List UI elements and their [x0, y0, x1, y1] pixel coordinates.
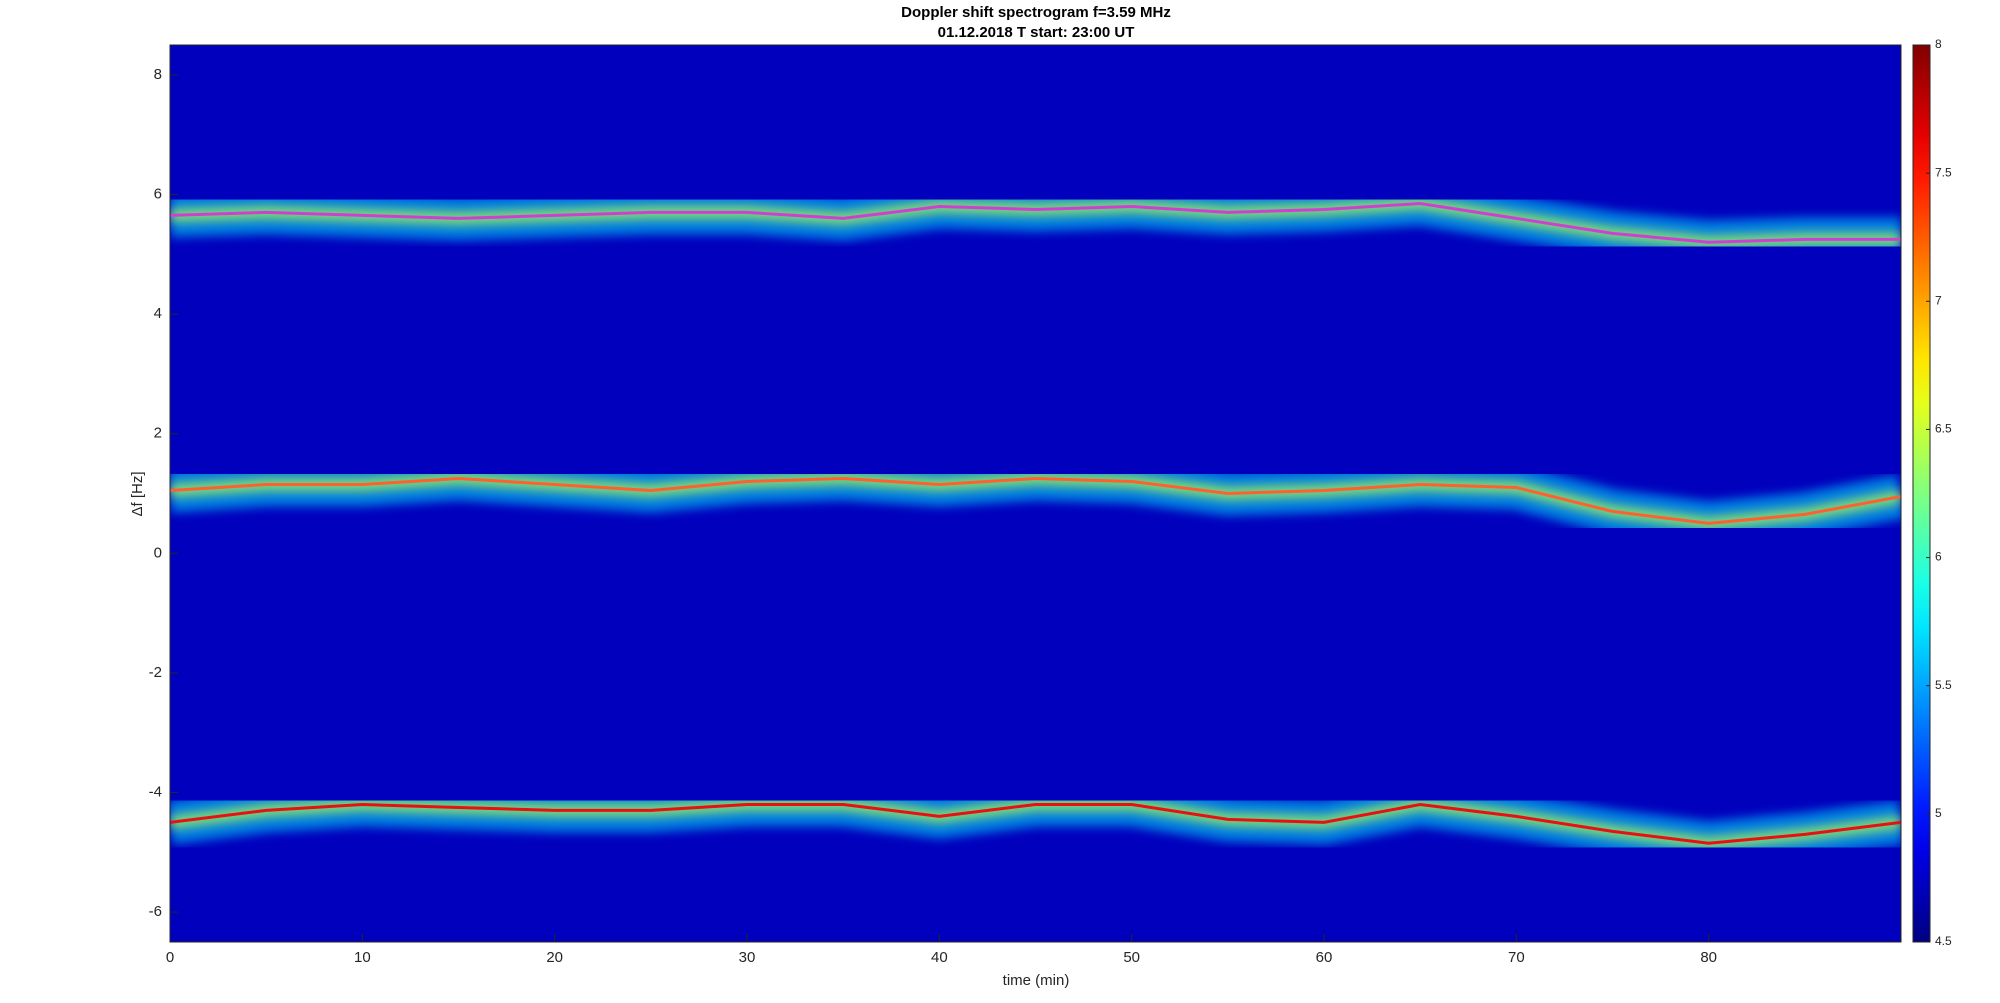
colorbar-tick-label: 7.5: [1935, 165, 1952, 179]
y-tick-label: 8: [154, 66, 162, 83]
trace-line: [170, 201, 1901, 244]
colorbar-tick-label: 7: [1935, 293, 1942, 307]
chart-subtitle: 01.12.2018 T start: 23:00 UT: [938, 24, 1135, 41]
y-tick-label: 0: [154, 544, 162, 561]
y-tick-label: -2: [149, 664, 162, 681]
y-tick-label: 2: [154, 425, 162, 442]
colorbar: [1912, 44, 1931, 943]
y-tick-label: 4: [154, 305, 162, 322]
colorbar-tick-label: 5: [1935, 806, 1942, 820]
x-tick-label: 50: [1123, 949, 1140, 966]
traces: [170, 181, 1901, 866]
trace-line: [170, 802, 1901, 845]
x-tick-label: 0: [166, 949, 174, 966]
y-axis-label: Δf [Hz]: [129, 471, 146, 516]
colorbar-tick-label: 8: [1935, 37, 1942, 51]
x-tick-label: 70: [1508, 949, 1525, 966]
x-tick-label: 80: [1700, 949, 1717, 966]
x-tick-label: 60: [1316, 949, 1333, 966]
colorbar-tick-label: 5.5: [1935, 678, 1952, 692]
plot-frame: [169, 44, 1902, 943]
colorbar-tick-label: 4.5: [1935, 934, 1952, 948]
trace-line: [170, 476, 1901, 525]
y-tick-label: -4: [149, 783, 162, 800]
chart-title: Doppler shift spectrogram f=3.59 MHz: [901, 4, 1171, 21]
colorbar-tick-label: 6: [1935, 550, 1942, 564]
x-tick-label: 40: [931, 949, 948, 966]
x-tick-label: 30: [739, 949, 756, 966]
x-tick-label: 10: [354, 949, 371, 966]
x-tick-label: 20: [546, 949, 563, 966]
colorbar-tick-label: 6.5: [1935, 422, 1952, 436]
x-axis-label: time (min): [1003, 972, 1070, 989]
y-tick-label: 6: [154, 185, 162, 202]
y-tick-label: -6: [149, 903, 162, 920]
